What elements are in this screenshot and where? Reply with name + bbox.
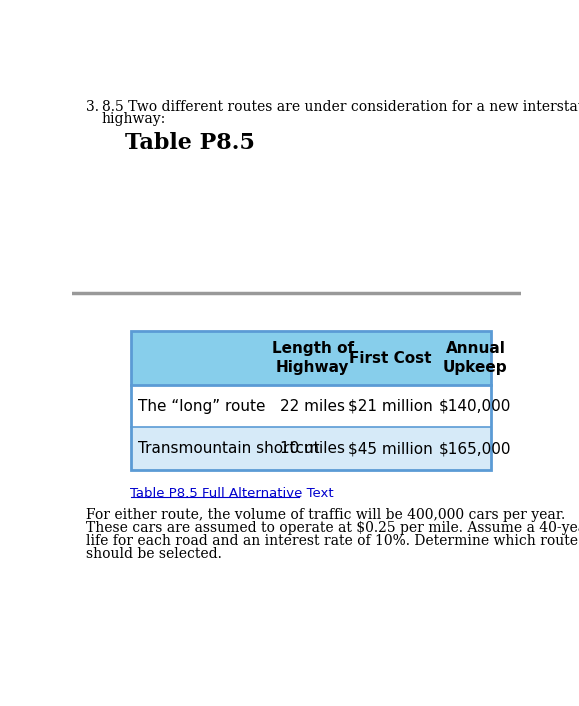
Text: These cars are assumed to operate at $0.25 per mile. Assume a 40-year: These cars are assumed to operate at $0.… xyxy=(86,521,579,535)
Text: should be selected.: should be selected. xyxy=(86,547,222,561)
Text: $45 million: $45 million xyxy=(348,441,433,456)
Text: Transmountain shortcut: Transmountain shortcut xyxy=(138,441,320,456)
Text: 8.5 Two different routes are under consideration for a new interstate: 8.5 Two different routes are under consi… xyxy=(102,100,579,114)
Text: $165,000: $165,000 xyxy=(439,441,512,456)
Text: For either route, the volume of traffic will be 400,000 cars per year.: For either route, the volume of traffic … xyxy=(86,508,566,522)
Text: $21 million: $21 million xyxy=(348,399,433,414)
Text: highway:: highway: xyxy=(102,112,166,126)
Text: Table P8.5 Full Alternative Text: Table P8.5 Full Alternative Text xyxy=(130,486,334,500)
Bar xyxy=(130,427,491,469)
Bar xyxy=(130,385,491,427)
Text: The “long” route: The “long” route xyxy=(138,399,266,414)
Text: 10 miles: 10 miles xyxy=(280,441,345,456)
Text: First Cost: First Cost xyxy=(349,351,431,366)
Bar xyxy=(130,331,491,469)
Text: 3.: 3. xyxy=(86,100,100,114)
Text: Length of
Highway: Length of Highway xyxy=(272,341,354,375)
Text: 22 miles: 22 miles xyxy=(280,399,345,414)
Text: life for each road and an interest rate of 10%. Determine which route: life for each road and an interest rate … xyxy=(86,534,578,549)
Text: $140,000: $140,000 xyxy=(439,399,512,414)
Bar xyxy=(130,331,491,385)
Text: Annual
Upkeep: Annual Upkeep xyxy=(443,341,508,375)
Text: Table P8.5: Table P8.5 xyxy=(125,133,255,155)
